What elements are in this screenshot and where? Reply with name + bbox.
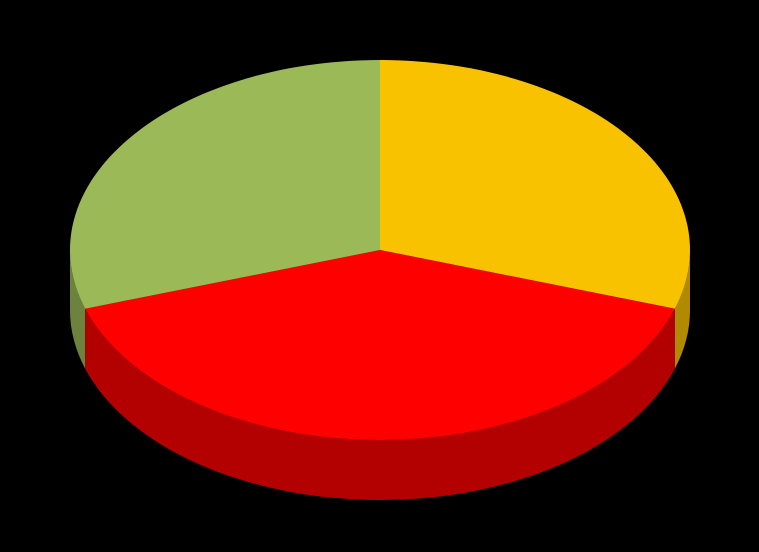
pie-chart-3d bbox=[0, 0, 759, 552]
pie-chart-container bbox=[0, 0, 759, 552]
